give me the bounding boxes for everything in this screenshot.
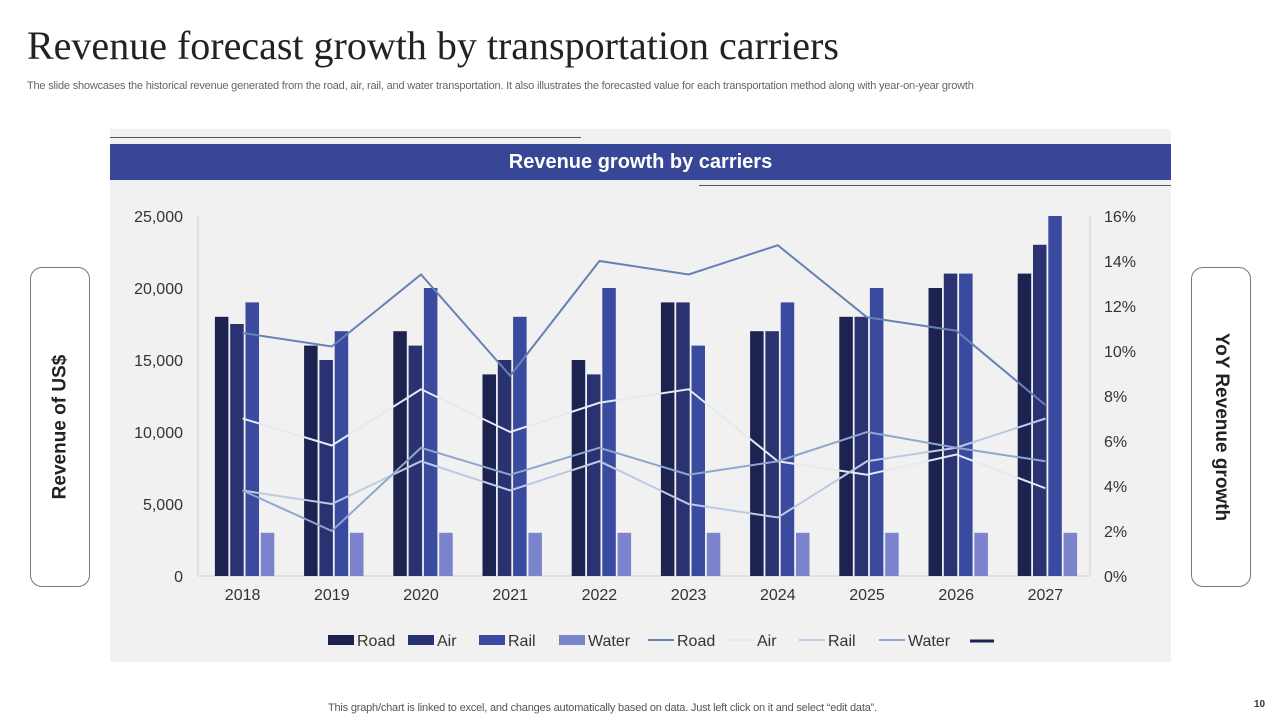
bar-air <box>943 273 958 576</box>
line-water <box>242 430 1046 533</box>
bar-water <box>617 532 632 576</box>
legend-label: Air <box>757 633 777 650</box>
chart-banner-title: Revenue growth by carriers <box>508 150 773 173</box>
bar-road <box>839 316 853 576</box>
bar-air <box>587 374 601 576</box>
x-tick-label: 2026 <box>938 587 974 604</box>
y-tick-label: 10,000 <box>134 425 183 442</box>
bar-rail <box>869 288 884 576</box>
y-tick-label: 20,000 <box>134 281 183 298</box>
chart-panel <box>110 129 1171 662</box>
legend-swatch-bar-water <box>559 635 585 645</box>
bar-water <box>439 532 453 576</box>
left-axis-label-box: Revenue of US$ <box>30 267 90 587</box>
x-tick-label: 2020 <box>403 587 439 604</box>
y2-tick-label: 10% <box>1104 344 1136 361</box>
legend-label: Road <box>357 633 395 650</box>
bar-water <box>260 532 275 576</box>
legend-label: Road <box>677 633 715 650</box>
bar-rail <box>691 345 705 576</box>
bar-road <box>750 331 764 576</box>
bar-air <box>408 345 423 576</box>
x-tick-label: 2025 <box>849 587 885 604</box>
legend-label: Water <box>588 633 631 650</box>
slide-subtitle: The slide showcases the historical reven… <box>27 80 974 92</box>
y-tick-label: 25,000 <box>134 209 183 226</box>
x-tick-label: 2021 <box>492 587 528 604</box>
bar-road <box>928 288 942 576</box>
divider-top <box>110 137 581 138</box>
bar-water <box>528 532 542 576</box>
y-tick-label: 0 <box>174 569 183 586</box>
bar-air <box>497 360 512 576</box>
bar-air <box>854 316 869 576</box>
bar-rail <box>513 316 527 576</box>
bar-water <box>350 532 364 576</box>
x-tick-label: 2022 <box>582 587 618 604</box>
x-tick-label: 2019 <box>314 587 350 604</box>
bar-rail <box>959 273 973 576</box>
bar-road <box>304 345 318 576</box>
legend-swatch-bar-rail <box>479 635 505 645</box>
right-axis-label-box: YoY Revenue growth <box>1191 267 1251 587</box>
y-tick-label: 15,000 <box>134 353 183 370</box>
legend-label: Air <box>437 633 457 650</box>
legend-swatch-bar-air <box>408 635 434 645</box>
bar-air <box>765 331 779 576</box>
y2-tick-label: 16% <box>1104 209 1136 226</box>
y2-tick-label: 4% <box>1104 479 1127 496</box>
bar-water <box>706 532 721 576</box>
bar-road <box>660 302 675 576</box>
chart-banner: Revenue growth by carriers <box>110 144 1171 180</box>
y2-tick-label: 8% <box>1104 389 1127 406</box>
bar-air <box>319 360 333 576</box>
y-tick-label: 5,000 <box>143 497 183 514</box>
footer-note: This graph/chart is linked to excel, and… <box>328 702 877 714</box>
bar-rail <box>245 302 259 576</box>
y2-tick-label: 12% <box>1104 299 1136 316</box>
y2-tick-label: 2% <box>1104 524 1127 541</box>
line-air <box>242 388 1046 490</box>
bar-water <box>885 532 899 576</box>
y2-tick-label: 14% <box>1104 254 1136 271</box>
page-number: 10 <box>1254 699 1266 710</box>
y2-tick-label: 0% <box>1104 569 1127 586</box>
legend-label: Rail <box>828 633 856 650</box>
legend-swatch-bar-road <box>328 635 354 645</box>
bar-water <box>796 532 810 576</box>
legend-label: Rail <box>508 633 536 650</box>
line-road <box>242 244 1047 406</box>
slide-title: Revenue forecast growth by transportatio… <box>27 23 839 68</box>
bar-road <box>482 374 496 576</box>
legend-label: Water <box>908 633 951 650</box>
bar-rail <box>780 302 795 576</box>
bar-rail <box>602 288 616 576</box>
y2-tick-label: 6% <box>1104 434 1127 451</box>
x-tick-label: 2027 <box>1028 587 1064 604</box>
bar-rail <box>423 288 438 576</box>
bar-air <box>676 302 690 576</box>
line-rail <box>242 417 1046 519</box>
x-tick-label: 2018 <box>225 587 261 604</box>
x-tick-label: 2024 <box>760 587 796 604</box>
bar-rail <box>334 331 349 576</box>
bar-road <box>214 316 229 576</box>
x-tick-label: 2023 <box>671 587 707 604</box>
bar-air <box>1033 244 1047 577</box>
bar-air <box>230 324 244 576</box>
bar-road <box>393 331 407 576</box>
divider-bottom <box>699 185 1171 186</box>
bar-rail <box>1048 216 1062 576</box>
bar-water <box>974 532 988 576</box>
bar-water <box>1063 532 1078 576</box>
